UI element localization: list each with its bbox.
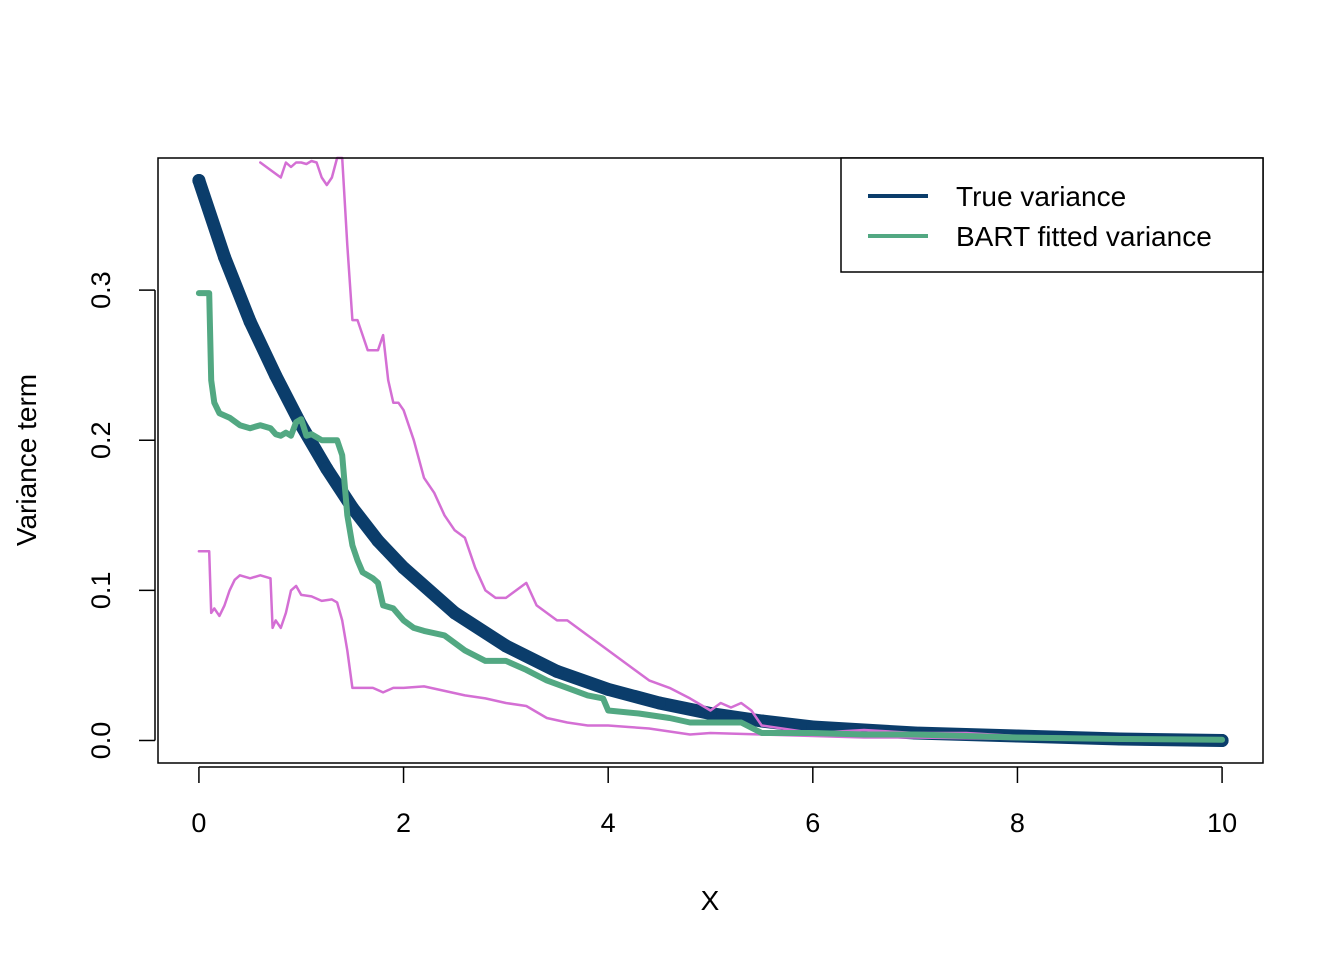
plot-frame xyxy=(157,157,1264,764)
series-credible-band xyxy=(197,550,1224,741)
x-axis: 0 2 4 6 8 10 xyxy=(191,766,1237,838)
y-axis: 0.0 0.1 0.2 0.3 xyxy=(86,271,156,760)
true-variance-point xyxy=(371,534,385,548)
true-variance-point xyxy=(601,682,615,696)
true-variance-point xyxy=(652,696,666,710)
y-tick-label: 0.0 xyxy=(86,722,116,760)
y-tick-label: 0.3 xyxy=(86,271,116,309)
true-variance-point xyxy=(755,714,769,728)
y-tick-label: 0.1 xyxy=(86,572,116,610)
x-axis-title: X xyxy=(701,885,720,916)
x-tick-label: 2 xyxy=(396,808,411,838)
true-variance-point xyxy=(499,639,513,653)
true-variance-point xyxy=(448,606,462,620)
true-variance-point xyxy=(269,369,283,383)
true-variance-point xyxy=(704,706,717,720)
x-tick-label: 6 xyxy=(805,808,820,838)
series-bart-fitted-variance xyxy=(195,290,1226,743)
legend-box xyxy=(840,157,1264,273)
legend: True variance BART fitted variance xyxy=(840,157,1264,273)
series-credible-band xyxy=(259,156,1224,741)
x-tick-label: 0 xyxy=(191,808,206,838)
true-variance-point xyxy=(243,315,257,329)
true-variance-point xyxy=(192,174,206,188)
legend-label-bart-fitted-variance: BART fitted variance xyxy=(956,221,1212,252)
series-layer xyxy=(192,156,1229,747)
x-tick-label: 4 xyxy=(601,808,616,838)
y-axis-title: Variance term xyxy=(11,374,42,546)
true-variance-point xyxy=(550,664,564,678)
x-tick-label: 10 xyxy=(1207,808,1237,838)
y-tick-label: 0.2 xyxy=(86,421,116,459)
true-variance-point xyxy=(320,462,334,476)
x-tick-label: 8 xyxy=(1010,808,1025,838)
true-variance-point xyxy=(397,561,411,575)
legend-label-true-variance: True variance xyxy=(956,181,1126,212)
true-variance-point xyxy=(218,250,232,264)
